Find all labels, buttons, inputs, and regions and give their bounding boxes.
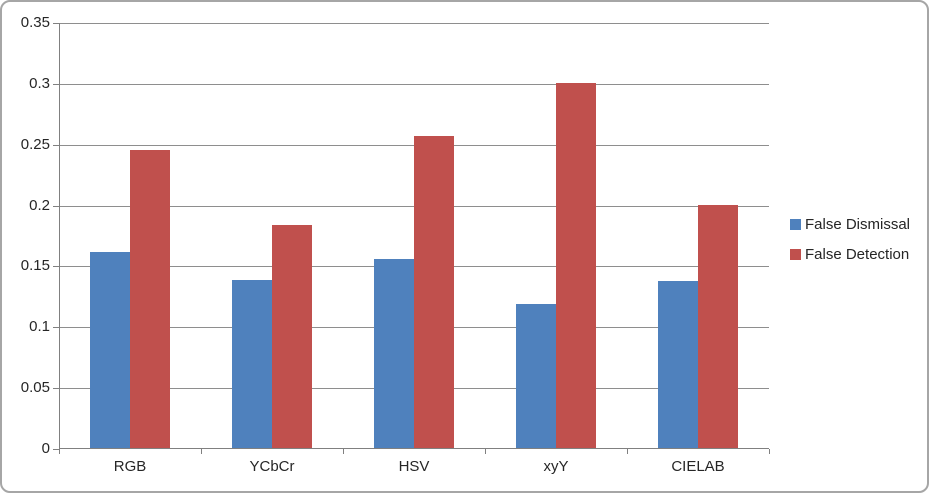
y-axis-tick (53, 449, 59, 450)
x-category-label-rgb: RGB (113, 458, 147, 475)
y-axis-tick (53, 145, 59, 146)
y-axis-tick (53, 23, 59, 24)
x-axis-line (59, 448, 769, 449)
legend-item-false-dismissal: False Dismissal (790, 216, 910, 233)
legend-swatch-false-dismissal (790, 219, 801, 230)
bar-false-detection-cielab (698, 205, 738, 448)
bar-false-detection-xyy (556, 83, 596, 448)
x-axis-tick (59, 449, 60, 454)
bar-false-dismissal-xyy (516, 304, 556, 448)
y-tick-label: 0.05 (20, 379, 50, 396)
legend-swatch-false-detection (790, 249, 801, 260)
bar-false-detection-hsv (414, 136, 454, 448)
legend: False Dismissal False Detection (790, 216, 910, 276)
y-axis-tick (53, 84, 59, 85)
y-axis-tick (53, 388, 59, 389)
y-tick-label: 0.15 (20, 257, 50, 274)
legend-item-false-detection: False Detection (790, 246, 910, 263)
y-axis-tick (53, 266, 59, 267)
y-axis-line (59, 23, 60, 449)
y-tick-label: 0.35 (20, 14, 50, 31)
x-category-label-cielab: CIELAB (671, 458, 725, 475)
gridline (59, 23, 769, 24)
gridline (59, 84, 769, 85)
bar-false-dismissal-ycbcr (232, 280, 272, 448)
x-axis-tick (201, 449, 202, 454)
x-category-label-hsv: HSV (398, 458, 430, 475)
bar-false-detection-ycbcr (272, 225, 312, 448)
y-axis-tick (53, 206, 59, 207)
legend-label: False Detection (805, 246, 910, 263)
plot-area (53, 23, 770, 454)
bar-false-dismissal-hsv (374, 259, 414, 448)
x-category-label-xyy: xyY (543, 458, 569, 475)
bar-false-dismissal-cielab (658, 281, 698, 448)
bar-false-dismissal-rgb (90, 252, 130, 448)
y-tick-label: 0.1 (29, 318, 50, 335)
y-tick-label: 0.25 (20, 136, 50, 153)
y-axis-tick (53, 327, 59, 328)
x-axis-tick (485, 449, 486, 454)
x-category-label-ycbcr: YCbCr (249, 458, 295, 475)
x-axis-tick (343, 449, 344, 454)
y-tick-label: 0.3 (29, 75, 50, 92)
bar-false-detection-rgb (130, 150, 170, 448)
x-axis-tick (769, 449, 770, 454)
y-tick-label: 0.2 (29, 197, 50, 214)
y-tick-label: 0 (41, 440, 50, 457)
legend-label: False Dismissal (805, 216, 911, 233)
x-axis-tick (627, 449, 628, 454)
